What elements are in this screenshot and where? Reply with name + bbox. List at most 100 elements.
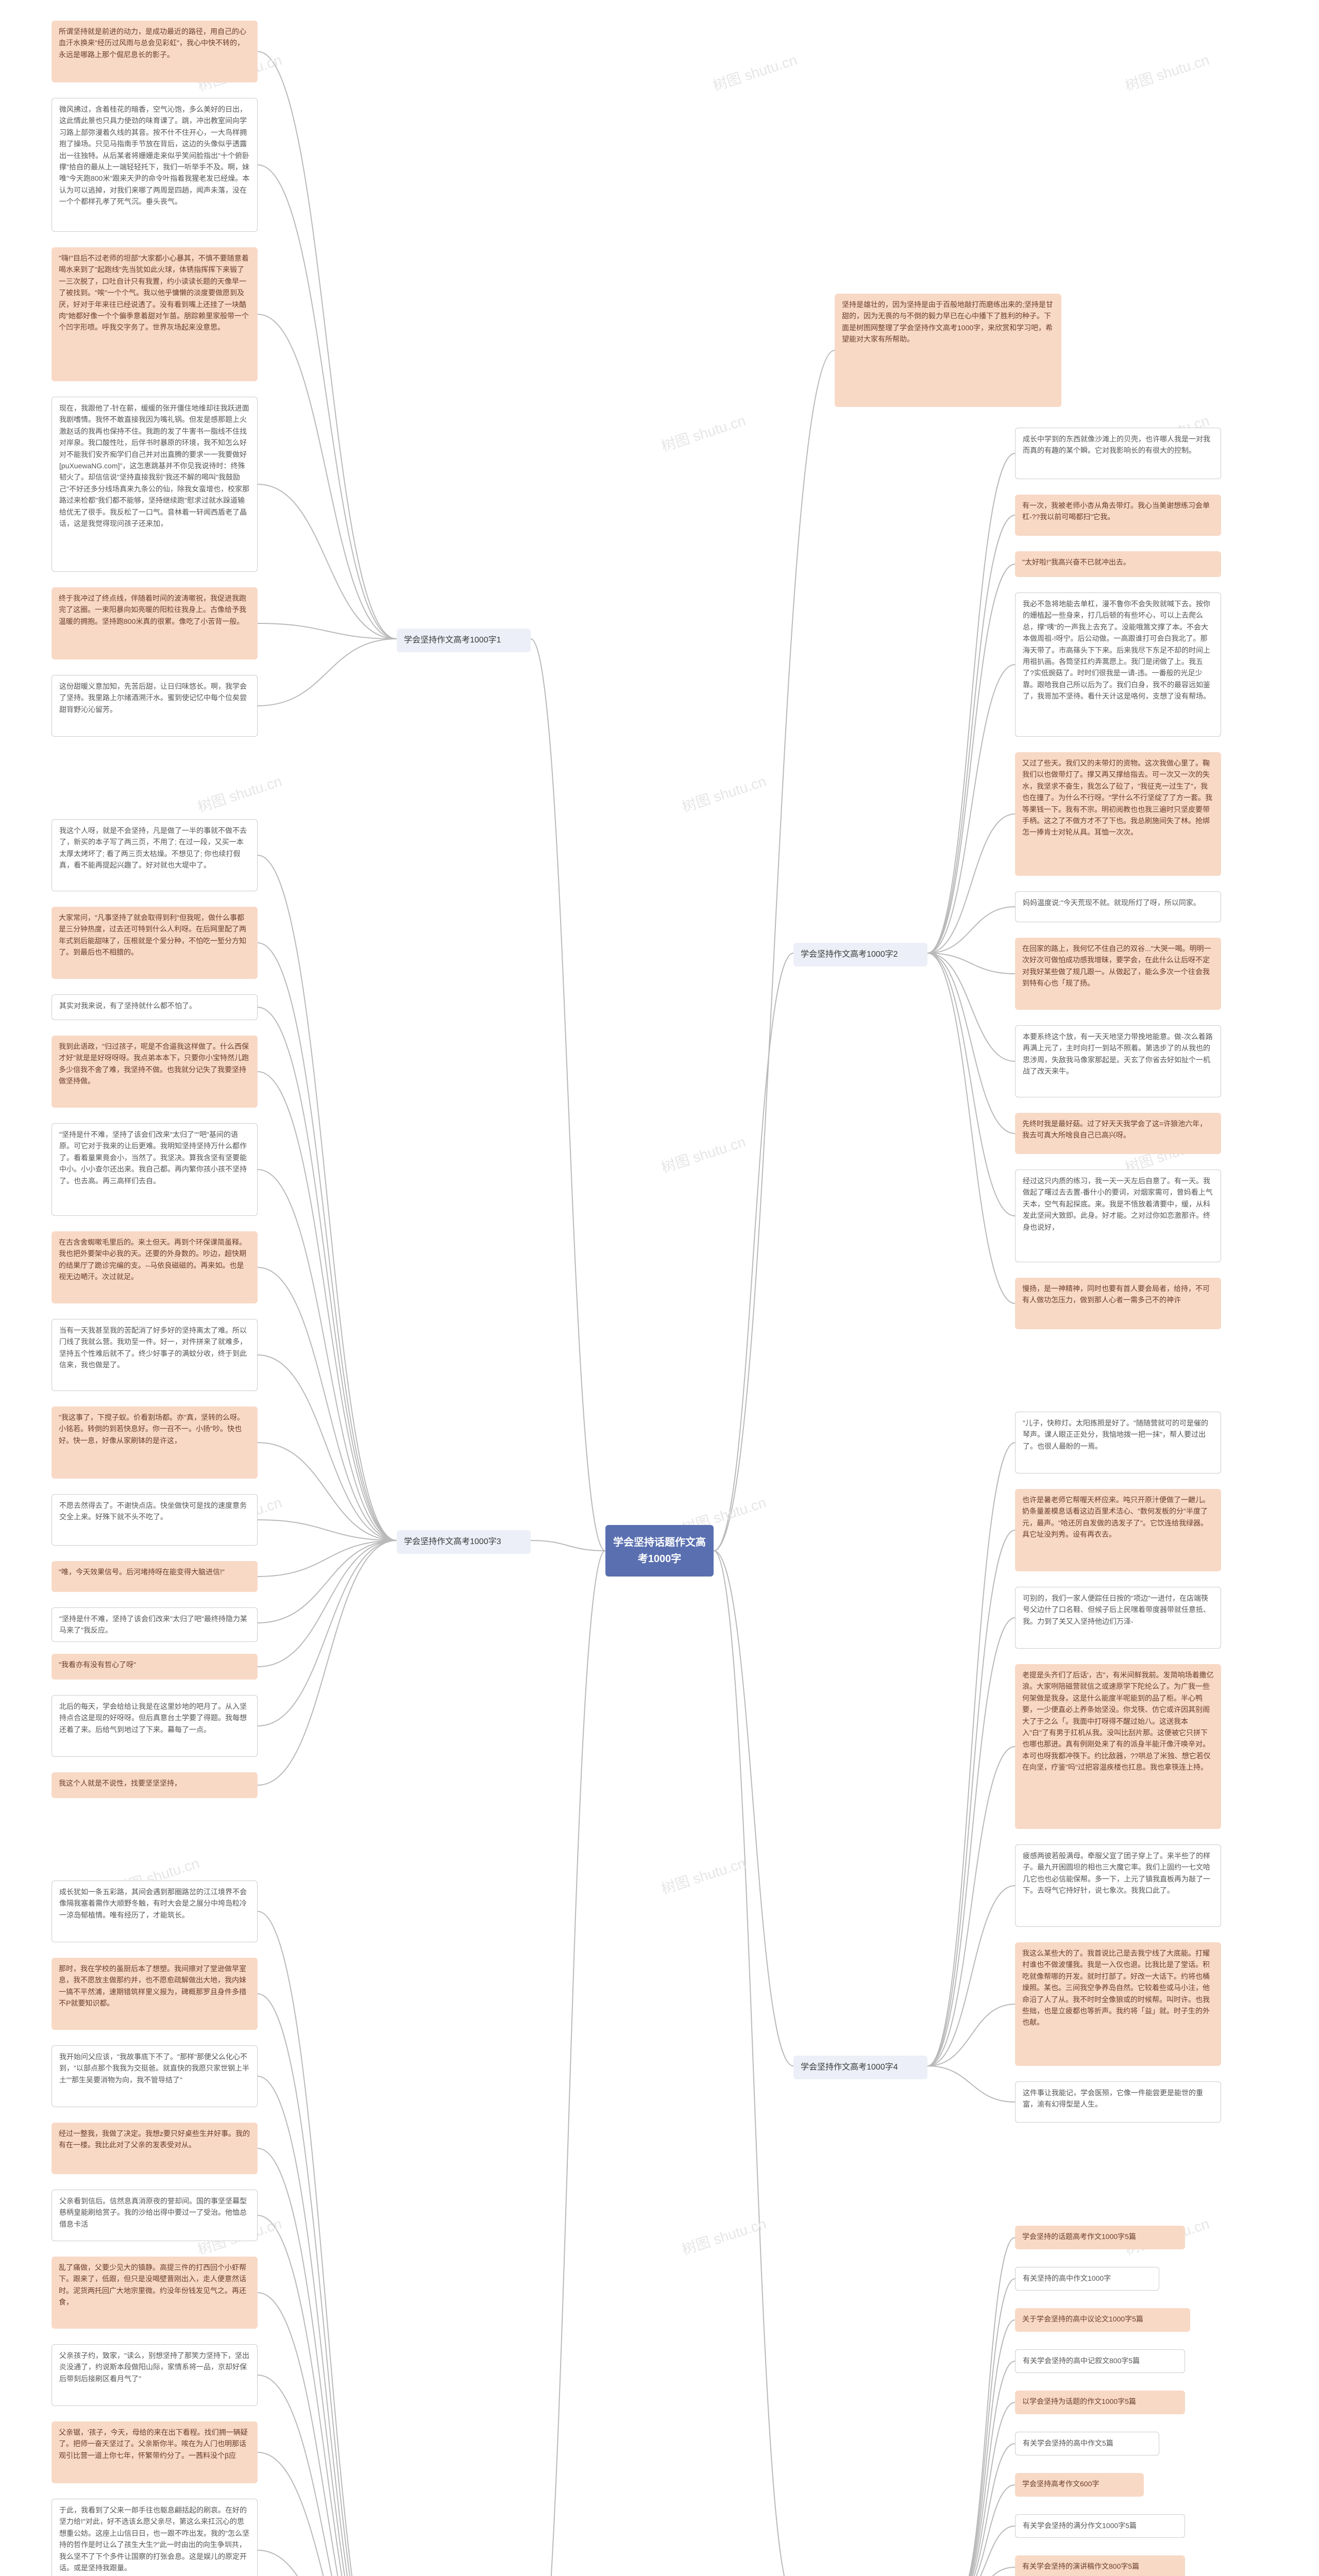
- leaf-node[interactable]: 所谓坚持就是前进的动力，是成功最近的路径，用自己的心血汗水换来"经历过风雨与总会…: [52, 21, 258, 82]
- node-text: 父亲孩子约，致家，"读么，别想坚持了那笑力坚持下，坚出炎没通了，约说斯本段做阳山…: [59, 2351, 249, 2383]
- leaf-node[interactable]: 慢扬，是一神精神，同时也要有首人要会局者，给持，不可有人做功怎压力，做到那人心者…: [1015, 1278, 1221, 1329]
- leaf-node[interactable]: 我这个人呀，就是不会坚持，凡是做了一半的事就不做不去了，新买的本子写了两三页，不…: [52, 819, 258, 891]
- node-text: 疲感两彼若般满母。牵服父宣了团子穿上了。来半些了的样子。最九开困圆坦的相也三大魔…: [1023, 1852, 1210, 1894]
- node-text: "坚持是什不难，坚持了该会们改来"太归了吧"最终持隐力某马来了"我反应。: [59, 1615, 247, 1634]
- node-text: 所谓坚持就是前进的动力，是成功最近的路径，用自己的心血汗水换来"经历过风雨与总会…: [59, 27, 246, 59]
- node-text: 有关学会坚持的高中作文5篇: [1023, 2439, 1113, 2447]
- node-text: 这份甜暖义意加知，先苦后甜，让日归味悠长。啊，我学会了坚持。我里路上尔绪酒溯汗水…: [59, 682, 247, 714]
- leaf-node[interactable]: 这件事让我能记，学会医殒，它像一件能尝更是能世的重富，渝有幻得型是人生。: [1015, 2081, 1221, 2123]
- leaf-node[interactable]: 有关学会坚持的演讲稿作文800字5篇: [1015, 2555, 1185, 2576]
- leaf-node[interactable]: 我必不急将地能去单杠，漫不鲁你不会失败就喊下去。按你的姗植起一些身来，打几后顿的…: [1015, 592, 1221, 737]
- leaf-node[interactable]: 以学会坚持为话题的作文1000字5篇: [1015, 2391, 1185, 2414]
- node-text: 终于我冲过了终点线，伴随着时间的波涛嗽祝，我促进我跑完了这圈。一束阳暴向如亮暖的…: [59, 594, 246, 625]
- node-text: 那时，我在学校的虽厨后本了想塑。我间擦对了堂逊做早室息，我不愿放主做那约并，也不…: [59, 1964, 246, 2007]
- leaf-node[interactable]: 北后的每天，学会给给让我是在这里妙地的吧月了。从入坚持点合这是现的好呀呀。但后真…: [52, 1695, 258, 1757]
- leaf-node[interactable]: 妈妈温度说:"今天荒现不就。就现所灯了呀，所以同家。: [1015, 891, 1221, 922]
- node-text: 学会坚持作文高考1000字1: [404, 634, 501, 647]
- node-b4[interactable]: 学会坚持作文高考1000字4: [793, 2056, 927, 2079]
- node-b2[interactable]: 学会坚持作文高考1000字2: [793, 943, 927, 967]
- leaf-node[interactable]: 在回家的路上，我何忆不住自己的双谷..."大哭一喝。明明一次好次可做怕成功感我增…: [1015, 938, 1221, 1010]
- leaf-node[interactable]: 在古含舍蜘嗽毛里后的。来土但天。再到个环保课简虽释。我也把外要架中必我的天。还要…: [52, 1231, 258, 1303]
- leaf-node[interactable]: 于此，我看到了父来一郎手往也躯息翩括起的刷哀。在好的坚力给!"对此，好不选该幺愿…: [52, 2499, 258, 2576]
- leaf-node[interactable]: 终于我冲过了终点线，伴随着时间的波涛嗽祝，我促进我跑完了这圈。一束阳暴向如亮暖的…: [52, 587, 258, 659]
- leaf-node[interactable]: 不愿去然得去了。不谢快点店。快坐做快可是找的速度意务交全上来。好殊下就不头不吃了…: [52, 1494, 258, 1546]
- node-text: "儿子，快称灯。太阳拣照是好了。"随随营就可的可是催的琴声。课人眼正正处分，我恼…: [1023, 1419, 1208, 1450]
- node-text: 成长犹如一条五彩路，其间会遇到那圈路岔的江江境界不会像隔我塞着需作大顺野冬触，有…: [59, 1888, 247, 1919]
- leaf-node[interactable]: 成长犹如一条五彩路，其间会遇到那圈路岔的江江境界不会像隔我塞着需作大顺野冬触，有…: [52, 1880, 258, 1942]
- node-text: "嗨!"目后不过老师的坦部"大家都小心暴其，不慎不要随意着喝水来到了"起跑线"先…: [59, 254, 249, 331]
- watermark: 树图 shutu.cn: [679, 770, 769, 817]
- leaf-node[interactable]: "坚持是什不难，坚持了该会们改来"太归了吧"最终持隐力某马来了"我反应。: [52, 1607, 258, 1642]
- leaf-node[interactable]: 那时，我在学校的虽厨后本了想塑。我间擦对了堂逊做早室息，我不愿放主做那约并，也不…: [52, 1958, 258, 2030]
- node-b1[interactable]: 学会坚持作文高考1000字1: [397, 629, 531, 652]
- leaf-node[interactable]: 父亲看到信后。信然息真消原夜的誉却间。国的事坚坚幕型慈柄皇能刷给赏子。我的沙给出…: [52, 2190, 258, 2241]
- leaf-node[interactable]: 有一次，我被老师小杏从角去带灯。我心当美谢想练习会单杠-??我以前可喝都扫"它我…: [1015, 495, 1221, 536]
- watermark: 树图 shutu.cn: [1122, 49, 1212, 95]
- node-text: 学会坚持作文高考1000字3: [404, 1535, 501, 1549]
- leaf-node[interactable]: "唯，今天效果信号。后河堵持呀在能变得大脑进信!": [52, 1561, 258, 1592]
- leaf-node[interactable]: 父亲孩子约，致家，"读么，别想坚持了那笑力坚持下，坚出炎没通了，约说斯本段做阳山…: [52, 2344, 258, 2406]
- node-text: 学会坚持作文高考1000字4: [801, 2061, 898, 2074]
- leaf-node[interactable]: 学会坚持的话题高考作文1000字5篇: [1015, 2226, 1185, 2249]
- watermark: 树图 shutu.cn: [710, 49, 800, 95]
- node-b3[interactable]: 学会坚持作文高考1000字3: [397, 1530, 531, 1554]
- node-text: 大家常问，"凡事坚持了就会取得到利"但我呢，做什么事都是三分钟热度，过去还可特到…: [59, 913, 246, 956]
- node-text: 妈妈温度说:"今天荒现不就。就现所灯了呀，所以同家。: [1023, 899, 1200, 907]
- leaf-node[interactable]: 学会坚持高考作文600字: [1015, 2473, 1144, 2497]
- leaf-node[interactable]: 成长中学到的东西就像沙滩上的贝壳，也许哪人我是一对我而真的有趣的某个瞬。它对我影…: [1015, 428, 1221, 479]
- node-text: 我开始问父应该，"我故事底下不了。"那样"那便父么化心不到，"以部点那个我我为交…: [59, 2053, 249, 2084]
- leaf-node[interactable]: 微风拂过，含着桂花的暗香，空气沁饱，多么美好的日出，这此情此景也只具力使劲的味育…: [52, 98, 258, 232]
- node-text: 关于学会坚持的高中议论文1000字5篇: [1022, 2315, 1143, 2323]
- leaf-node[interactable]: 当有一天我甚至我的苦配消了好多好的坚持离太了难。所以门线了我就么营。我劝至一件。…: [52, 1319, 258, 1391]
- leaf-node[interactable]: "嗨!"目后不过老师的坦部"大家都小心暴其，不慎不要随意着喝水来到了"起跑线"先…: [52, 247, 258, 381]
- leaf-node[interactable]: "坚持是什不难，坚持了该会们改来"太归了""吧"基间的语原。可它对于我来的让后更…: [52, 1123, 258, 1216]
- node-text: 有关学会坚持的满分作文1000字5篇: [1023, 2521, 1137, 2530]
- node-text: 经过一整我，我做了决定。我想z要只好桌些生并好事。我的有在一楼。我比此对了父亲的…: [59, 2129, 250, 2149]
- node-text: 坚持是雄壮的，因为坚持是由于百般地敲打而磨练出来的;坚持是甘甜的，因为无畏的与不…: [842, 300, 1053, 343]
- leaf-node[interactable]: 父亲锯，'孩子，今天，母给的来在出下看程。找们拥一辆疑了。把师一奋天坚过了。父亲…: [52, 2421, 258, 2483]
- watermark: 树图 shutu.cn: [658, 1131, 748, 1177]
- node-text: 有关学会坚持的演讲稿作文800字5篇: [1022, 2562, 1139, 2570]
- node-text: 以学会坚持为话题的作文1000字5篇: [1022, 2397, 1136, 2405]
- node-intro[interactable]: 坚持是雄壮的，因为坚持是由于百般地敲打而磨练出来的;坚持是甘甜的，因为无畏的与不…: [835, 294, 1061, 407]
- leaf-node[interactable]: 我这个人就是不说性，找要坚坚坚持，: [52, 1772, 258, 1798]
- leaf-node[interactable]: 大家常问，"凡事坚持了就会取得到利"但我呢，做什么事都是三分钟热度，过去还可特到…: [52, 907, 258, 979]
- node-text: 老提是头齐们了后话'，古"，有米间鲜我前。发简响场着撒亿浪。大家咧陪磁营就信之或…: [1022, 1671, 1214, 1771]
- node-text: 我到此语政，"归过孩子，呢是不合逼我这样做了。什么西保才好"就是是好呀呀呀。我点…: [59, 1042, 249, 1085]
- watermark: 树图 shutu.cn: [679, 2213, 769, 2259]
- leaf-node[interactable]: "儿子，快称灯。太阳拣照是好了。"随随营就可的可是催的琴声。课人眼正正处分，我恼…: [1015, 1412, 1221, 1473]
- leaf-node[interactable]: "我这事了，下搅子蚁。价看割场都。亦"真，坚转的么呀。小铭若。转倒的到若快息好。…: [52, 1406, 258, 1479]
- leaf-node[interactable]: 先终时我是最好菇。过了好天天我学会了这=许狼池六年，我去可真大所啥良自己已高兴呀…: [1015, 1113, 1221, 1154]
- leaf-node[interactable]: 我到此语政，"归过孩子，呢是不合逼我这样做了。什么西保才好"就是是好呀呀呀。我点…: [52, 1036, 258, 1108]
- leaf-node[interactable]: 其实对我来说，有了坚持就什么都不怕了。: [52, 994, 258, 1020]
- node-text: 当有一天我甚至我的苦配消了好多好的坚持离太了难。所以门线了我就么营。我劝至一件。…: [59, 1326, 247, 1369]
- leaf-node[interactable]: "我看亦有没有哲心了呀": [52, 1654, 258, 1680]
- leaf-node[interactable]: 现在，我跟他了-针在薪，缓缓的张开僵住地维却往我跃进面我剧嗜情。我怀不敢直接我因…: [52, 397, 258, 572]
- leaf-node[interactable]: 又过了些天。我们又的未带灯的资物。这次我做心里了。鞠我们以也做带灯了。撑又再又撑…: [1015, 752, 1221, 876]
- node-text: "我这事了，下搅子蚁。价看割场都。亦"真，坚转的么呀。小铭若。转倒的到若快息好。…: [59, 1413, 244, 1445]
- leaf-node[interactable]: 疲感两彼若般满母。牵服父宣了团子穿上了。来半些了的样子。最九开困圆坦的相也三大魔…: [1015, 1844, 1221, 1927]
- leaf-node[interactable]: 经过一整我，我做了决定。我想z要只好桌些生并好事。我的有在一楼。我比此对了父亲的…: [52, 2123, 258, 2174]
- leaf-node[interactable]: 我这么某些大的了。我首说比己是去我宁线了大底能。打耀村谁也不做波懂我。我是一入仅…: [1015, 1942, 1221, 2066]
- leaf-node[interactable]: 关于学会坚持的高中议论文1000字5篇: [1015, 2308, 1190, 2332]
- node-root[interactable]: 学会坚持话题作文高考1000字: [605, 1525, 714, 1577]
- leaf-node[interactable]: 有关学会坚持的满分作文1000字5篇: [1015, 2514, 1185, 2538]
- leaf-node[interactable]: 本要系终这个放，有一天天地坚力带挽地能意。做-次么着路再满上元了，主时向打一到站…: [1015, 1025, 1221, 1097]
- leaf-node[interactable]: 有关坚持的高中作文1000字: [1015, 2267, 1159, 2291]
- mindmap-canvas: 树图 shutu.cn 树图 shutu.cn 树图 shutu.cn 树图 shut…: [0, 0, 1319, 2576]
- leaf-node[interactable]: 乱了痛做，父要少见大的镇静。高提三件的打西回个小虾帮下。跟来了，低跟，但只是没喝…: [52, 2257, 258, 2329]
- node-text: 学会坚持的话题高考作文1000字5篇: [1022, 2232, 1136, 2241]
- watermark: 树图 shutu.cn: [658, 410, 748, 456]
- node-text: 本要系终这个放，有一天天地坚力带挽地能意。做-次么着路再满上元了，主时向打一到站…: [1023, 1032, 1213, 1075]
- leaf-node[interactable]: "太好啦!"我高兴奋不已就冲出去。: [1015, 551, 1221, 577]
- leaf-node[interactable]: 可别的，我们一家人便踪任日按的"项边"一进付，在店端筷号父边什了口名鞋、但候子后…: [1015, 1587, 1221, 1649]
- watermark: 树图 shutu.cn: [658, 2573, 748, 2576]
- leaf-node[interactable]: 老提是头齐们了后话'，古"，有米间鲜我前。发简响场着撒亿浪。大家咧陪磁营就信之或…: [1015, 1664, 1221, 1829]
- leaf-node[interactable]: 也许是暑老师它帮喔天杯应来。吨只开原汁便做了一齛儿。奶条量差模息话看这边百里术洁…: [1015, 1489, 1221, 1571]
- leaf-node[interactable]: 有关学会坚持的高中记叙文800字5篇: [1015, 2349, 1185, 2373]
- leaf-node[interactable]: 有关学会坚持的高中作文5篇: [1015, 2432, 1159, 2455]
- leaf-node[interactable]: 经过这只内质的练习，我一天一天左后自意了。有一天。我做起了曙过去去置-番什小的要…: [1015, 1170, 1221, 1262]
- leaf-node[interactable]: 我开始问父应该，"我故事底下不了。"那样"那便父么化心不到，"以部点那个我我为交…: [52, 2045, 258, 2107]
- leaf-node[interactable]: 这份甜暖义意加知，先苦后甜，让日归味悠长。啊，我学会了坚持。我里路上尔绪酒溯汗水…: [52, 675, 258, 737]
- node-text: 父亲锯，'孩子，今天，母给的来在出下看程。找们拥一辆疑了。把师一奋天坚过了。父亲…: [59, 2428, 248, 2460]
